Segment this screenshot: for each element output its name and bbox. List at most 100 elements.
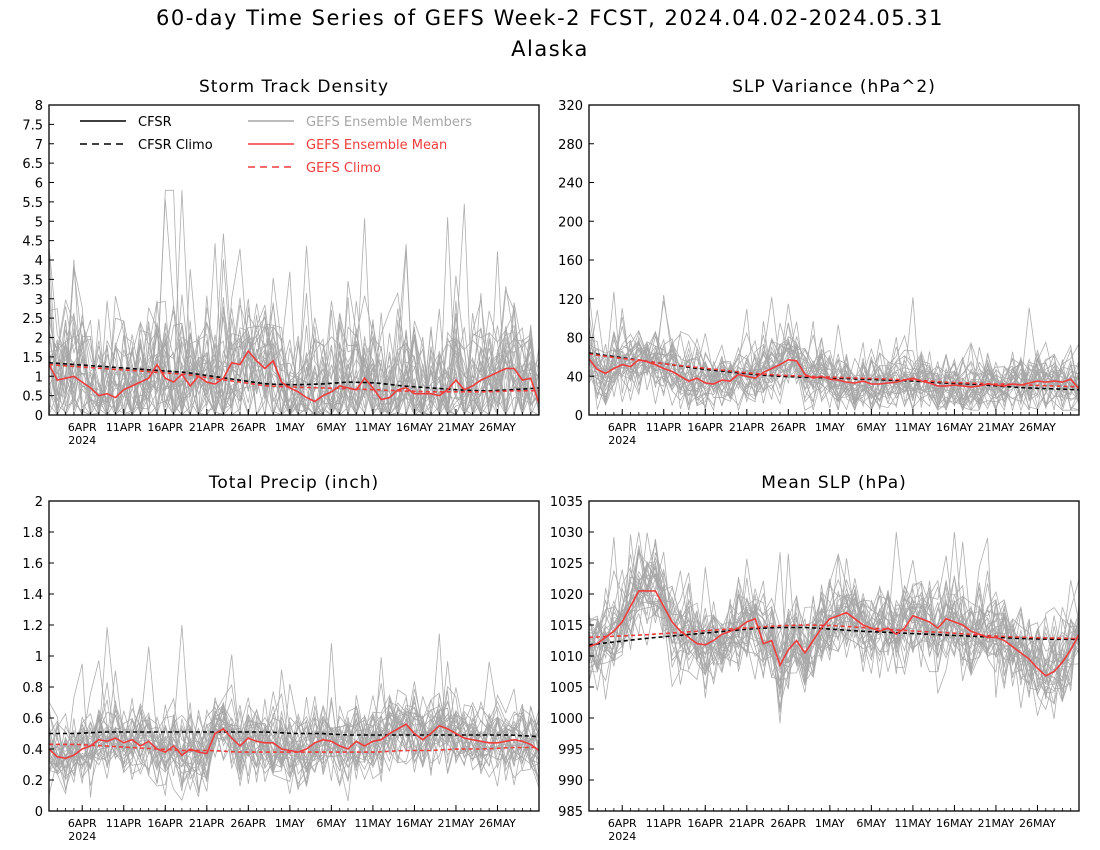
plot-data — [589, 531, 1079, 724]
gefs-climo-line — [49, 363, 539, 393]
ensemble-member-line — [49, 704, 539, 779]
y-tick-label: 1.8 — [22, 526, 43, 541]
ensemble-member-line — [49, 661, 539, 792]
y-tick-label: 7 — [35, 138, 43, 153]
cfsr-climo-line — [589, 352, 1079, 391]
ensemble-mean-line — [589, 358, 1079, 390]
y-tick-label: 80 — [566, 332, 583, 347]
x-tick-label: 16MAY — [936, 421, 973, 434]
y-tick-label: 1.4 — [22, 588, 43, 603]
x-tick-label: 11APR — [646, 421, 682, 434]
x-tick-label: 26APR — [230, 817, 266, 830]
y-tick-label: 1035 — [550, 495, 583, 510]
y-tick-label: 5.5 — [22, 196, 43, 211]
x-tick-label: 6MAY — [316, 421, 346, 434]
y-tick-label: 0 — [35, 805, 43, 820]
y-tick-label: 8 — [35, 99, 43, 114]
x-year-label: 2024 — [608, 434, 636, 447]
x-tick-label: 11MAY — [894, 421, 931, 434]
legend-cfsr-climo-label: CFSR Climo — [138, 138, 213, 153]
ensemble-member-line — [49, 654, 539, 792]
y-tick-label: 7.5 — [22, 118, 43, 133]
ensemble-member-line — [589, 309, 1079, 408]
ensemble-member-line — [49, 190, 539, 415]
y-tick-label: 280 — [558, 138, 583, 153]
legend-gefs-climo-label: GEFS Climo — [306, 161, 381, 176]
y-tick-label: 1 — [35, 650, 43, 665]
y-tick-label: 0 — [35, 409, 43, 424]
y-tick-label: 2 — [35, 332, 43, 347]
ensemble-member-line — [589, 569, 1079, 709]
y-tick-label: 1015 — [550, 619, 583, 634]
x-tick-label: 21MAY — [438, 817, 475, 830]
x-year-label: 2024 — [608, 830, 636, 843]
ensemble-member-line — [589, 531, 1079, 683]
y-tick-label: 6 — [35, 177, 43, 192]
x-tick-label: 26MAY — [1019, 817, 1056, 830]
y-tick-label: 0.5 — [22, 390, 43, 405]
ensemble-member-line — [589, 339, 1079, 412]
ensemble-member-line — [589, 552, 1079, 703]
plot-data — [49, 624, 539, 802]
x-tick-label: 26MAY — [479, 817, 516, 830]
y-tick-label: 1000 — [550, 712, 583, 727]
ensemble-member-line — [589, 336, 1079, 412]
ensemble-member-line — [589, 552, 1079, 700]
y-tick-label: 3.5 — [22, 273, 43, 288]
x-tick-label: 26APR — [230, 421, 266, 434]
y-tick-label: 0.8 — [22, 681, 43, 696]
y-tick-label: 1025 — [550, 557, 583, 572]
y-tick-label: 1005 — [550, 681, 583, 696]
legend-members-label: GEFS Ensemble Members — [306, 115, 472, 130]
chart-panel-1: Storm Track Density 0 0.5 1 1.5 2 2.5 3 3.5 4 4.5 5… — [22, 77, 540, 447]
x-tick-label: 1MAY — [275, 817, 305, 830]
y-tick-label: 985 — [558, 805, 583, 820]
x-tick-label: 21APR — [729, 817, 765, 830]
ensemble-member-line — [589, 333, 1079, 412]
chart-panel-4: Mean SLP (hPa) 985 990 995 1000 1005 1010 1015 1… — [550, 473, 1080, 843]
y-tick-label: 990 — [558, 774, 583, 789]
y-tick-label: 5 — [35, 215, 43, 230]
gefs-climo-line — [589, 353, 1079, 388]
x-tick-label: 16APR — [147, 421, 183, 434]
y-tick-label: 1.2 — [22, 619, 43, 634]
x-year-label: 2024 — [68, 830, 96, 843]
ensemble-member-line — [49, 633, 539, 796]
x-tick-label: 6APR — [68, 817, 97, 830]
y-tick-label: 4.5 — [22, 235, 43, 250]
y-tick-label: 1 — [35, 370, 43, 385]
ensemble-member-line — [589, 581, 1079, 693]
x-tick-label: 16APR — [687, 817, 723, 830]
cfsr-climo-line — [49, 361, 539, 392]
y-tick-label: 0 — [575, 409, 583, 424]
figure-title: 60-day Time Series of GEFS Week-2 FCST, … — [155, 6, 945, 30]
ensemble-member-line — [49, 683, 539, 788]
y-tick-label: 120 — [558, 293, 583, 308]
legend: CFSR CFSR Climo GEFS Ensemble Members GEFS … — [80, 115, 472, 176]
y-tick-label: 200 — [558, 215, 583, 230]
x-tick-label: 6MAY — [856, 421, 886, 434]
x-tick-label: 26MAY — [1019, 421, 1056, 434]
x-tick-label: 16MAY — [936, 817, 973, 830]
y-tick-label: 0.6 — [22, 712, 43, 727]
x-year-label: 2024 — [68, 434, 96, 447]
y-tick-label: 4 — [35, 254, 43, 269]
ensemble-mean-line — [49, 349, 539, 404]
y-tick-label: 40 — [566, 370, 583, 385]
chart-panel-3: Total Precip (inch) 0 0.2 0.4 0.6 0.8 1 1.2 1.4 1… — [22, 473, 540, 843]
y-tick-label: 240 — [558, 177, 583, 192]
ensemble-member-line — [589, 550, 1079, 685]
x-tick-label: 6MAY — [316, 817, 346, 830]
x-tick-label: 1MAY — [815, 817, 845, 830]
ensemble-member-line — [589, 322, 1079, 411]
y-tick-label: 2 — [35, 495, 43, 510]
ensemble-member-line — [589, 539, 1079, 705]
y-tick-label: 1010 — [550, 650, 583, 665]
ensemble-member-line — [49, 250, 539, 415]
y-tick-label: 1020 — [550, 588, 583, 603]
ensemble-member-line — [49, 259, 539, 415]
y-tick-label: 160 — [558, 254, 583, 269]
x-tick-label: 26MAY — [479, 421, 516, 434]
x-tick-label: 11MAY — [354, 421, 391, 434]
y-tick-label: 1.5 — [22, 351, 43, 366]
